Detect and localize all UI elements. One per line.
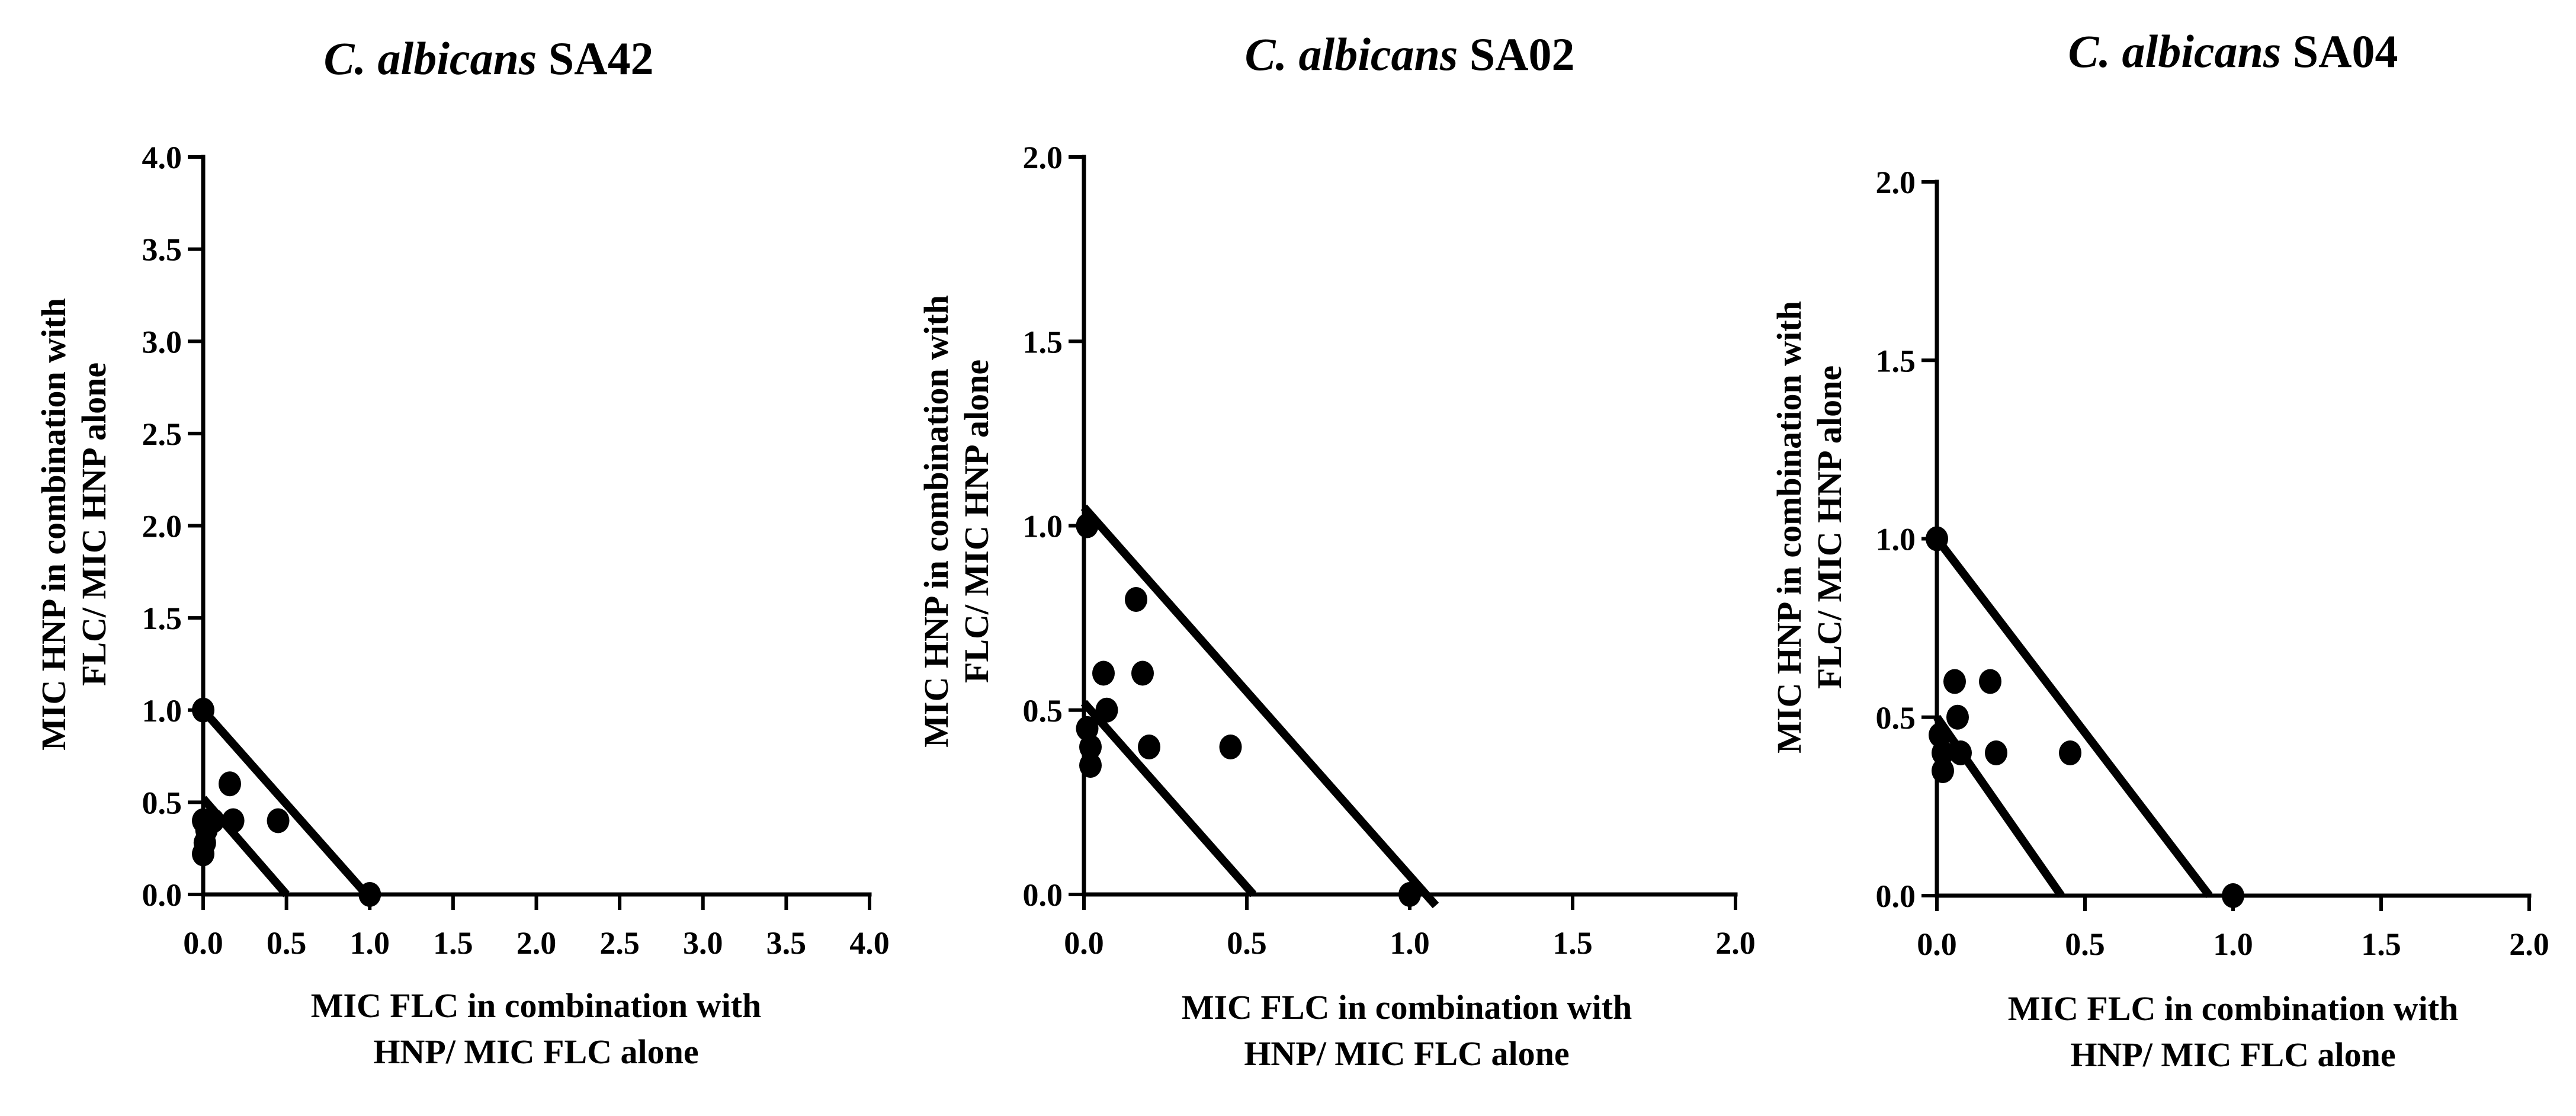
- x-tick-label: 4.0: [849, 925, 890, 961]
- x-axis-label-line-1: MIC FLC in combination with: [311, 986, 762, 1025]
- data-point: [1926, 526, 1948, 551]
- chart-panel-sa02: C. albicans SA02 MIC HNP in combination …: [917, 28, 1756, 1073]
- y-tick-label: 3.5: [142, 232, 182, 268]
- x-tick-label: 2.5: [599, 925, 640, 961]
- x-tick-label: 0.0: [1917, 926, 1957, 962]
- y-axis-label-line-2: FLC/ MIC HNP alone: [957, 360, 996, 683]
- data-point: [1131, 660, 1154, 686]
- isobole-line-1: [1080, 504, 1439, 909]
- x-tick-label: 1.0: [1390, 925, 1430, 961]
- data-point: [1125, 587, 1147, 612]
- y-axis-label-line-1: MIC HNP in combination with: [34, 298, 73, 751]
- chart-panel-sa42: C. albicans SA42 MIC HNP in combination …: [34, 33, 890, 1071]
- data-point: [2222, 883, 2244, 908]
- x-tick-label: 1.5: [433, 925, 473, 961]
- y-axis-label: MIC HNP in combination with FLC/ MIC HNP…: [1770, 301, 1849, 753]
- x-tick-label: 0.5: [1227, 925, 1267, 961]
- y-axis-label-line-1: MIC HNP in combination with: [1770, 301, 1808, 753]
- x-tick-label: 0.5: [267, 925, 307, 961]
- data-point: [1076, 716, 1099, 741]
- data-point: [1095, 697, 1118, 723]
- data-point: [267, 808, 290, 833]
- x-tick-label: 1.5: [1552, 925, 1593, 961]
- x-tick-label: 1.5: [2361, 926, 2401, 962]
- x-tick-label: 2.0: [1715, 925, 1756, 961]
- data-point: [1092, 660, 1115, 686]
- data-point: [1946, 704, 1969, 730]
- data-point: [1138, 735, 1160, 759]
- x-tick-label: 3.0: [683, 925, 723, 961]
- chart-title: C. albicans SA42: [324, 33, 654, 84]
- x-tick-label: 0.5: [2065, 926, 2105, 962]
- x-tick-label: 0.0: [1064, 925, 1104, 961]
- x-tick-label: 2.0: [2509, 926, 2549, 962]
- y-tick-label: 2.0: [1023, 140, 1063, 175]
- y-tick-label: 3.0: [142, 324, 182, 360]
- y-tick-label: 1.5: [1023, 324, 1063, 360]
- x-tick-label: 1.0: [350, 925, 390, 961]
- data-point: [1979, 669, 2001, 694]
- x-axis-label-line-2: HNP/ MIC FLC alone: [2070, 1035, 2395, 1074]
- data-point: [1398, 882, 1421, 907]
- data-point: [222, 808, 245, 833]
- y-axis-label-line-1: MIC HNP in combination with: [917, 295, 955, 748]
- y-tick-label: 1.0: [1023, 509, 1063, 544]
- data-point: [1985, 740, 2007, 765]
- y-tick-label: 1.0: [1876, 522, 1916, 557]
- y-tick-label: 0.5: [1023, 693, 1063, 729]
- y-tick-label: 0.5: [1876, 700, 1916, 736]
- y-tick-label: 4.0: [142, 140, 182, 175]
- y-tick-label: 2.0: [142, 509, 182, 544]
- data-point: [1079, 735, 1102, 759]
- data-point: [1219, 735, 1242, 759]
- y-tick-label: 2.5: [142, 416, 182, 452]
- chart-title: C. albicans SA02: [1245, 28, 1575, 80]
- x-tick-label: 3.5: [766, 925, 807, 961]
- y-tick-label: 1.5: [1876, 343, 1916, 379]
- y-axis-label: MIC HNP in combination with FLC/ MIC HNP…: [917, 295, 996, 748]
- data-point: [192, 841, 214, 867]
- y-tick-label: 2.0: [1876, 165, 1916, 200]
- y-tick-label: 1.5: [142, 601, 182, 636]
- data-point: [1949, 740, 1972, 765]
- data-point: [2059, 740, 2081, 765]
- x-axis-label-line-1: MIC FLC in combination with: [2008, 989, 2459, 1028]
- data-point: [1076, 513, 1099, 538]
- x-axis-label-line-2: HNP/ MIC FLC alone: [373, 1032, 698, 1071]
- x-tick-label: 0.0: [183, 925, 223, 961]
- y-axis-label: MIC HNP in combination with FLC/ MIC HNP…: [34, 298, 113, 751]
- isobole-line-2: [1080, 700, 1257, 897]
- x-axis-label-line-2: HNP/ MIC FLC alone: [1244, 1034, 1569, 1073]
- chart-title: C. albicans SA04: [2068, 25, 2398, 77]
- y-tick-label: 1.0: [142, 693, 182, 729]
- y-tick-label: 0.5: [142, 785, 182, 820]
- chart-panel-sa04: C. albicans SA04 MIC HNP in combination …: [1770, 25, 2549, 1074]
- x-axis-label-line-1: MIC FLC in combination with: [1182, 988, 1632, 1027]
- y-tick-label: 0.0: [1876, 878, 1916, 914]
- data-point: [1932, 740, 1954, 765]
- data-point: [1943, 669, 1966, 694]
- isobole-line-1: [1933, 536, 2213, 899]
- y-tick-label: 0.0: [1023, 877, 1063, 913]
- data-point: [1079, 753, 1102, 778]
- x-tick-label: 1.0: [2213, 926, 2253, 962]
- y-axis-label-line-2: FLC/ MIC HNP alone: [75, 363, 113, 686]
- x-tick-label: 2.0: [517, 925, 557, 961]
- data-point: [358, 882, 381, 907]
- data-point: [219, 771, 241, 797]
- isobole-line-1: [200, 707, 370, 897]
- data-point: [1932, 758, 1954, 784]
- y-tick-label: 0.0: [142, 877, 182, 913]
- data-point: [192, 697, 214, 723]
- y-axis-label-line-2: FLC/ MIC HNP alone: [1810, 365, 1849, 689]
